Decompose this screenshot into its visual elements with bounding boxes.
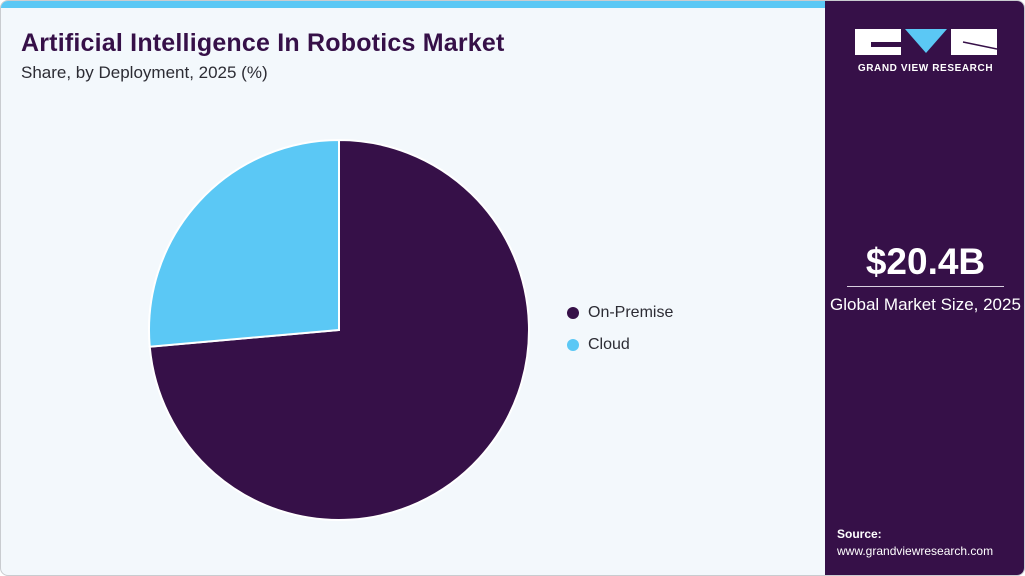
pie-slice-cloud	[148, 138, 340, 348]
legend-dot-icon	[567, 338, 579, 351]
source: Source: www.grandviewresearch.com	[837, 526, 993, 560]
source-url[interactable]: www.grandviewresearch.com	[837, 544, 994, 558]
market-label: Global Market Size, 2025	[830, 295, 1021, 314]
gvr-logo-icon	[855, 29, 997, 55]
legend-item-on-premise: On-Premise	[567, 302, 673, 323]
legend-label: On-Premise	[588, 303, 674, 321]
legend: On-Premise Cloud	[567, 302, 673, 366]
legend-item-cloud: Cloud	[567, 334, 673, 355]
sidebar: GRAND VIEW RESEARCH $20.4B Global Market…	[825, 1, 1024, 575]
pie-chart	[148, 138, 530, 521]
source-label: Source:	[837, 527, 882, 541]
logo-text: GRAND VIEW RESEARCH	[857, 63, 994, 74]
market-value: $20.4B	[865, 241, 986, 282]
accent-bar	[1, 1, 825, 8]
divider	[847, 286, 1004, 287]
legend-dot-icon	[567, 306, 579, 319]
chart-subtitle: Share, by Deployment, 2025 (%)	[21, 63, 268, 82]
chart-title: Artificial Intelligence In Robotics Mark…	[21, 29, 505, 57]
legend-label: Cloud	[588, 335, 630, 353]
